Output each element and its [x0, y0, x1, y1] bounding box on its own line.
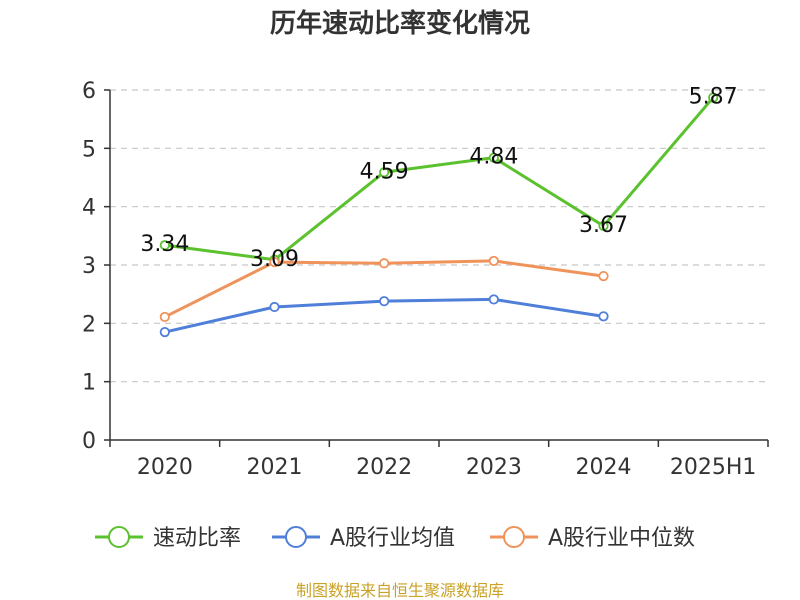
legend-label-1: A股行业均值 [330, 526, 455, 551]
data-point-2-2 [379, 258, 390, 269]
x-tick-label-2021: 2021 [247, 455, 303, 480]
series-lines [159, 92, 719, 338]
y-tick-label-5: 5 [82, 137, 96, 162]
x-tick-label-2020: 2020 [137, 455, 193, 480]
data-point-2-1 [269, 256, 280, 268]
data-point-1-4 [598, 311, 609, 322]
data-point-0-4 [598, 220, 609, 232]
y-tick-label-3: 3 [82, 254, 96, 279]
y-tick-label-1: 1 [82, 371, 96, 396]
y-tick-label-6: 6 [82, 79, 96, 104]
y-tick-label-0: 0 [82, 429, 96, 454]
x-tick-label-2025H1: 2025H1 [670, 455, 757, 480]
data-labels: 3.34 3.09 4.59 4.84 3.67 5.87 [140, 85, 737, 272]
chart-title: 历年速动比率变化情况 [270, 8, 530, 39]
legend-label-2: A股行业中位数 [548, 526, 695, 551]
y-tick-label-2: 2 [82, 312, 96, 337]
series-line-0 [164, 96, 715, 262]
legend-marker-2 [503, 526, 525, 548]
data-point-1-2 [379, 296, 390, 307]
series-line-2 [164, 259, 604, 319]
x-tick-label-2023: 2023 [466, 455, 522, 480]
data-point-2-3 [488, 255, 499, 267]
axes: 0 1 2 3 4 5 6 2020 2021 2022 2023 2024 2025H1 [82, 79, 769, 480]
data-point-0-5 [708, 92, 719, 103]
legend: 速动比率 A股行业均值 A股行业中位数 [95, 526, 695, 551]
data-point-1-0 [159, 326, 170, 338]
data-point-0-0 [159, 240, 170, 251]
legend-marker-0 [108, 526, 130, 548]
x-tick-label-2024: 2024 [576, 455, 632, 480]
data-point-0-2 [379, 167, 390, 178]
data-label-2024: 3.67 [579, 213, 628, 238]
data-point-1-3 [488, 294, 499, 305]
data-point-0-3 [488, 152, 499, 163]
data-label-2021: 3.09 [250, 247, 299, 272]
legend-label-0: 速动比率 [153, 526, 241, 551]
x-tick-label-2022: 2022 [356, 455, 412, 480]
data-label-2020: 3.34 [140, 232, 189, 257]
data-label-2023: 4.84 [469, 145, 518, 170]
y-tick-label-4: 4 [82, 196, 96, 221]
grid [110, 89, 768, 383]
source-note: 制图数据来自恒生聚源数据库 [296, 581, 504, 600]
data-point-1-1 [269, 301, 280, 313]
legend-marker-1 [285, 526, 307, 548]
data-label-2025H1: 5.87 [689, 85, 738, 110]
data-point-2-4 [598, 270, 609, 282]
data-label-2022: 4.59 [360, 159, 409, 184]
data-point-2-0 [159, 311, 170, 323]
